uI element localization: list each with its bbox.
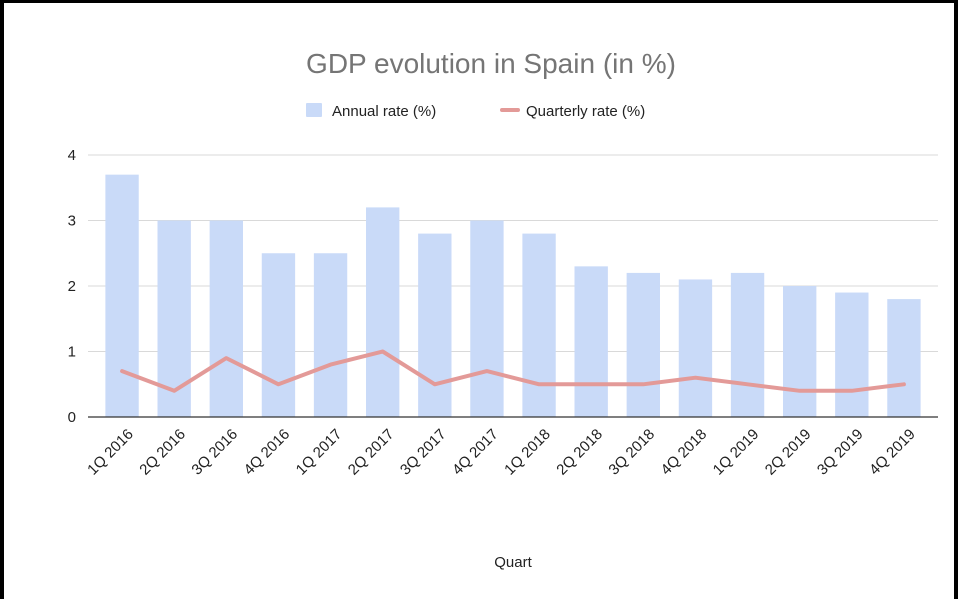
legend-swatch-annual xyxy=(306,103,322,117)
x-tick-label: 4Q 2019 xyxy=(866,426,919,479)
annual-rate-bar xyxy=(105,174,139,417)
x-tick-label: 4Q 2018 xyxy=(658,426,711,479)
annual-rate-bar xyxy=(366,207,400,417)
y-tick-label: 4 xyxy=(68,147,76,164)
x-tick-label: 4Q 2017 xyxy=(449,426,502,479)
x-tick-label: 4Q 2016 xyxy=(241,426,294,479)
annual-rate-bars xyxy=(105,174,921,417)
quarterly-rate-line xyxy=(120,349,906,393)
annual-rate-bar xyxy=(418,233,452,417)
annual-rate-bar xyxy=(730,272,765,417)
annual-rate-bar xyxy=(522,233,556,417)
y-tick-label: 2 xyxy=(68,278,76,295)
annual-rate-bar xyxy=(835,292,869,417)
x-axis-title: Quart xyxy=(494,554,532,571)
x-tick-labels: 1Q 2016 2Q 2016 3Q 2016 4Q 2016 1Q 2017 2Q 20… xyxy=(84,426,919,479)
x-tick-label: 1Q 2018 xyxy=(501,426,554,479)
y-tick-label: 0 xyxy=(68,409,76,426)
annual-rate-bar xyxy=(261,253,296,417)
x-tick-label: 2Q 2019 xyxy=(762,426,815,479)
x-tick-label: 2Q 2017 xyxy=(345,426,398,479)
annual-rate-bar xyxy=(313,253,348,417)
chart-title: GDP evolution in Spain (in %) xyxy=(306,48,676,79)
legend-label-annual: Annual rate (%) xyxy=(332,103,436,120)
x-tick-label: 3Q 2016 xyxy=(188,426,241,479)
x-tick-label: 1Q 2017 xyxy=(293,426,346,479)
x-tick-label: 1Q 2016 xyxy=(84,426,137,479)
y-tick-label: 3 xyxy=(68,213,76,230)
annual-rate-bar xyxy=(574,266,608,417)
quarterly-rate-series-line xyxy=(120,349,906,393)
y-tick-label: 1 xyxy=(68,344,76,361)
x-tick-label: 1Q 2019 xyxy=(710,426,763,479)
legend-label-quarterly: Quarterly rate (%) xyxy=(526,103,645,120)
y-tick-labels: 0 1 2 3 4 xyxy=(68,147,76,426)
legend: Annual rate (%) Quarterly rate (%) xyxy=(306,103,645,120)
annual-rate-bar xyxy=(470,220,504,417)
x-tick-label: 3Q 2017 xyxy=(397,426,450,479)
annual-rate-bar xyxy=(783,286,817,417)
annual-rate-bar xyxy=(626,272,660,417)
chart-canvas: GDP evolution in Spain (in %) Annual rat… xyxy=(68,48,938,571)
x-tick-label: 2Q 2016 xyxy=(136,426,189,479)
annual-rate-bar xyxy=(678,279,713,417)
x-tick-label: 3Q 2019 xyxy=(814,426,867,479)
x-tick-label: 3Q 2018 xyxy=(605,426,658,479)
x-tick-label: 2Q 2018 xyxy=(553,426,606,479)
annual-rate-bar xyxy=(209,220,243,417)
annual-rate-bar xyxy=(887,299,921,417)
